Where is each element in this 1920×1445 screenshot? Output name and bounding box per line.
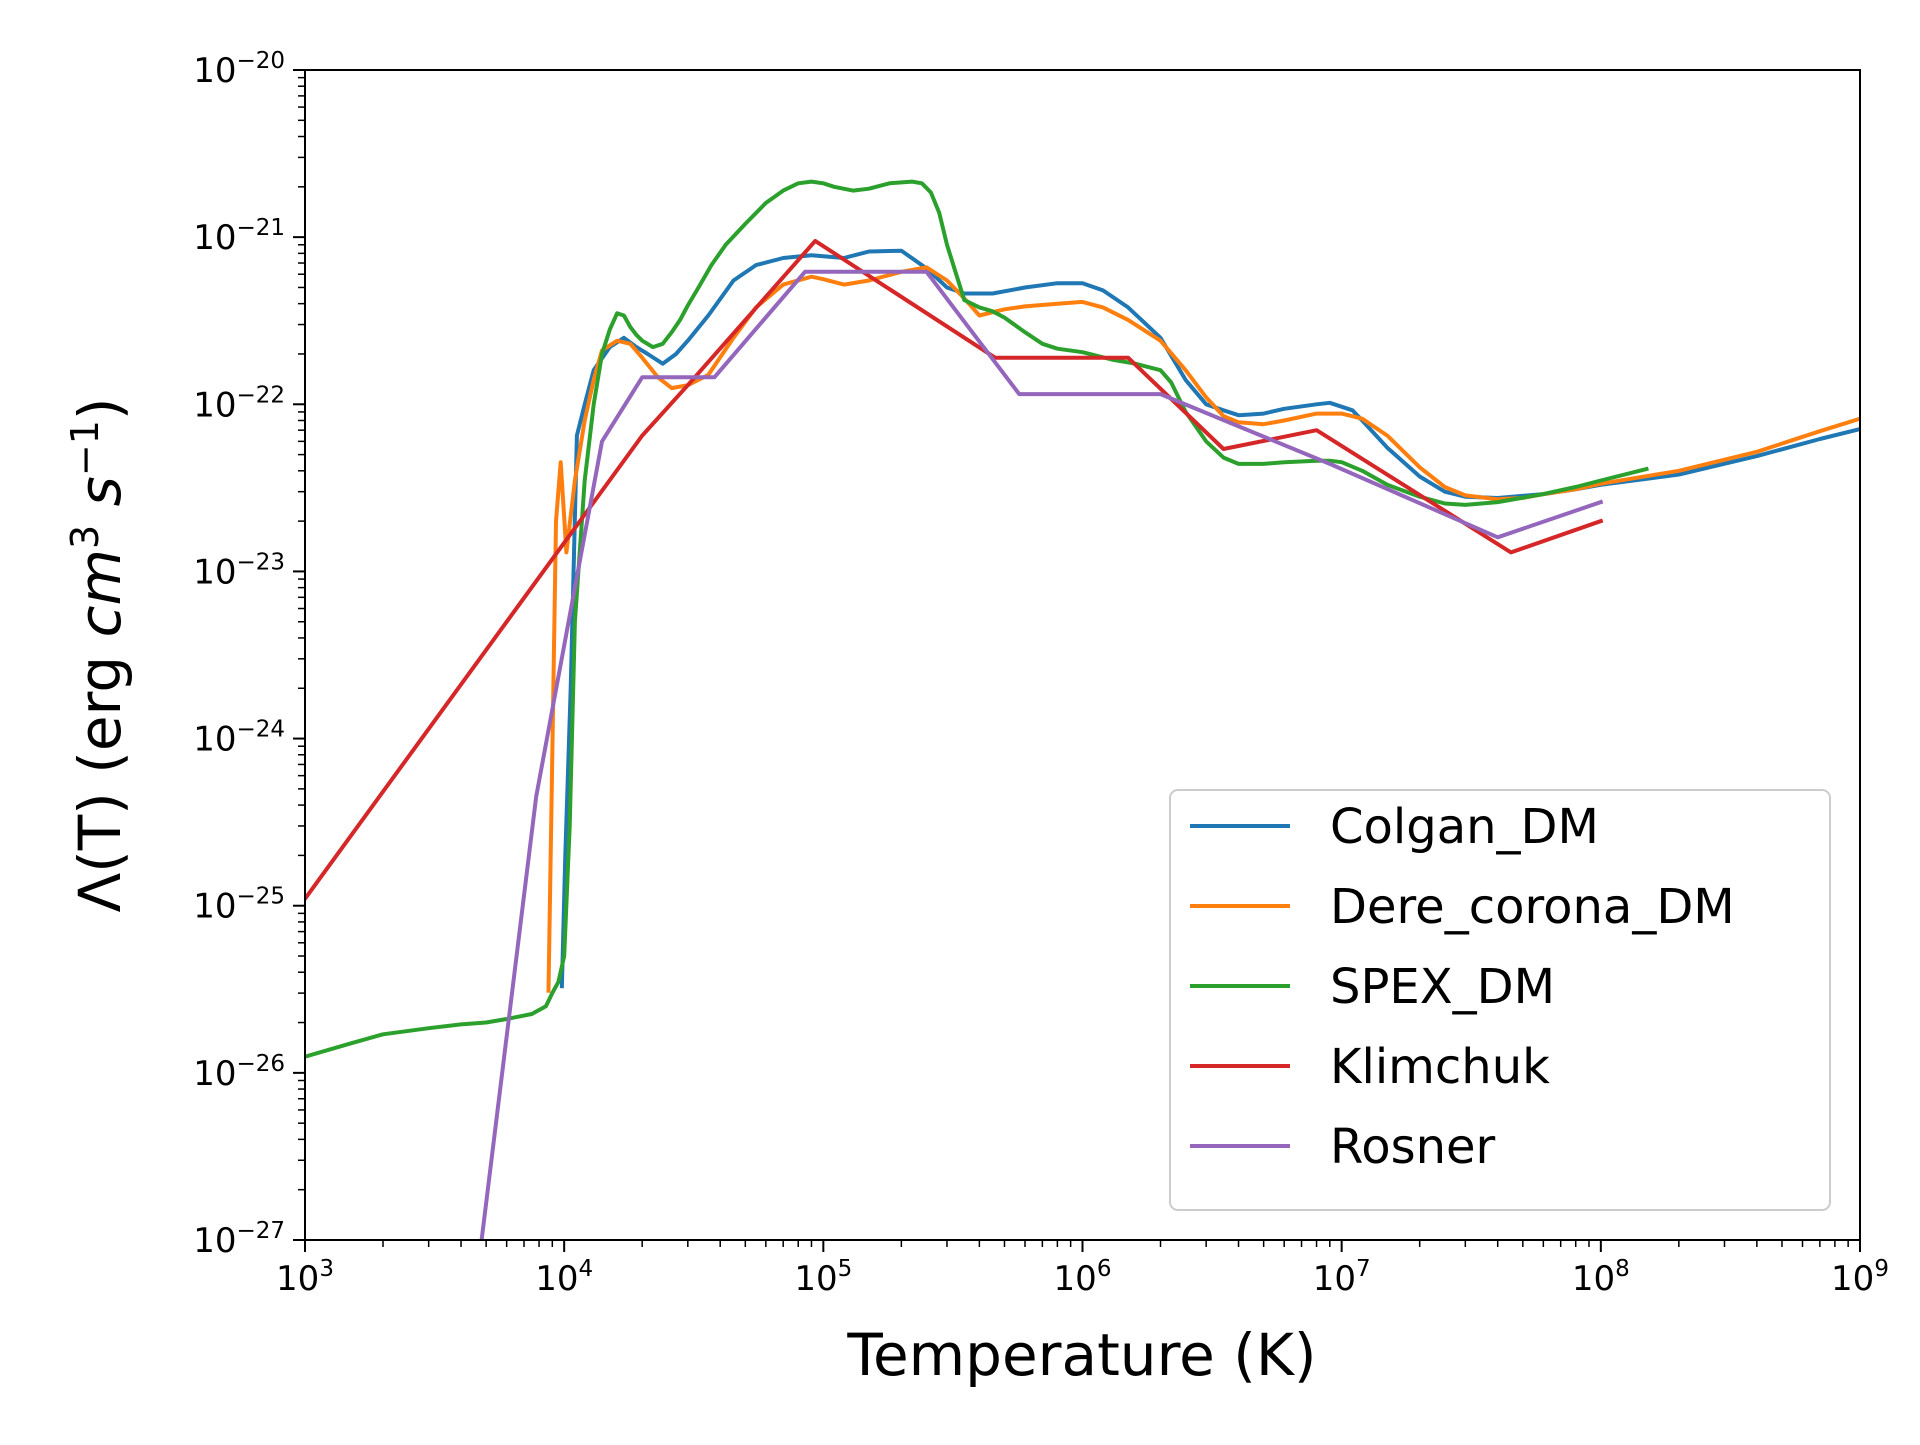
series-layer [305, 179, 1860, 1240]
x-tick-label: 109 [1831, 1256, 1889, 1299]
x-tick-label-base: 10 [794, 1259, 837, 1299]
x-tick-label-exp: 5 [838, 1256, 853, 1282]
y-tick-label-exp: −27 [236, 1218, 285, 1244]
series-line-colgan-dm [559, 248, 1860, 989]
y-tick-label-base: 10 [193, 51, 236, 91]
y-tick-label: 10−22 [193, 382, 285, 425]
y-tick-label-base: 10 [193, 385, 236, 425]
legend-label-colgan-dm: Colgan_DM [1330, 799, 1599, 855]
y-axis-label-cm-exp: 3 [63, 525, 107, 549]
x-tick-label-exp: 9 [1874, 1256, 1889, 1282]
y-axis-label-close: ) [66, 397, 134, 420]
y-tick-label-exp: −20 [236, 48, 285, 74]
y-tick-label: 10−26 [193, 1051, 285, 1094]
y-axis-label-base: Λ(T) (erg [66, 637, 134, 912]
y-tick-label: 10−21 [193, 215, 285, 258]
y-tick-label: 10−24 [193, 717, 285, 760]
x-tick-label-base: 10 [535, 1259, 578, 1299]
y-axis-label: Λ(T) (erg cm3 s−1) [63, 397, 134, 912]
legend-label-klimchuk: Klimchuk [1330, 1039, 1550, 1095]
legend: Colgan_DM Dere_corona_DM SPEX_DM Klimchuk Ro… [1169, 789, 1831, 1211]
y-tick-label: 10−25 [193, 884, 285, 927]
y-axis-label-cm: cm [66, 549, 134, 637]
y-tick-label-exp: −26 [236, 1051, 285, 1077]
x-tick-label-exp: 6 [1097, 1256, 1112, 1282]
y-tick-label-exp: −24 [236, 717, 285, 743]
x-tick-label: 107 [1313, 1256, 1371, 1299]
x-tick-label-base: 10 [1313, 1259, 1356, 1299]
y-tick-label-exp: −25 [236, 884, 285, 910]
y-tick-label-base: 10 [193, 1054, 236, 1094]
x-tick-label-base: 10 [1054, 1259, 1097, 1299]
x-tick-label-base: 10 [276, 1259, 319, 1299]
major-ticks [293, 69, 1861, 1252]
y-tick-label-base: 10 [193, 218, 236, 258]
legend-label-dere-corona-dm: Dere_corona_DM [1330, 879, 1735, 935]
legend-box [1169, 789, 1831, 1211]
x-tick-label-exp: 4 [578, 1256, 593, 1282]
x-tick-label-exp: 3 [319, 1256, 334, 1282]
y-tick-label-exp: −22 [236, 382, 285, 408]
x-tick-label-exp: 8 [1615, 1256, 1630, 1282]
x-tick-label-base: 10 [1831, 1259, 1874, 1299]
series-line-spex-dm [305, 179, 1649, 1059]
y-tick-label: 10−23 [193, 549, 285, 592]
x-axis-label: Temperature (K) [846, 1321, 1316, 1389]
x-tick-label: 105 [794, 1256, 852, 1299]
y-tick-label-base: 10 [193, 552, 236, 592]
legend-label-spex-dm: SPEX_DM [1330, 959, 1555, 1015]
series-line-rosner [479, 269, 1604, 1240]
y-tick-label: 10−20 [193, 48, 285, 91]
legend-entries: Colgan_DM Dere_corona_DM SPEX_DM Klimchuk Ro… [1190, 799, 1735, 1175]
plot-frame [304, 69, 1861, 1241]
x-tick-label-base: 10 [1572, 1259, 1615, 1299]
series-line-dere-corona-dm [546, 265, 1860, 993]
x-tick-label: 104 [535, 1256, 593, 1299]
plot-area [305, 179, 1860, 1240]
y-tick-label-exp: −23 [236, 549, 285, 575]
x-tick-label: 103 [276, 1256, 334, 1299]
x-tick-label: 106 [1054, 1256, 1112, 1299]
y-tick-label-base: 10 [193, 887, 236, 927]
x-tick-label: 108 [1572, 1256, 1630, 1299]
y-axis-label-s: s [66, 476, 134, 525]
tick-labels: 103 104 105 106 107 108 10910−2010−2110−2210−2… [193, 48, 1889, 1299]
y-tick-label: 10−27 [193, 1218, 285, 1261]
y-axis-label-s-exp: −1 [63, 420, 107, 476]
y-tick-label-base: 10 [193, 1221, 236, 1261]
minor-ticks [298, 76, 1849, 1247]
series-line-klimchuk [305, 238, 1604, 902]
y-tick-label-base: 10 [193, 720, 236, 760]
y-tick-label-exp: −21 [236, 215, 285, 241]
x-tick-label-exp: 7 [1356, 1256, 1371, 1282]
legend-label-rosner: Rosner [1330, 1119, 1496, 1175]
